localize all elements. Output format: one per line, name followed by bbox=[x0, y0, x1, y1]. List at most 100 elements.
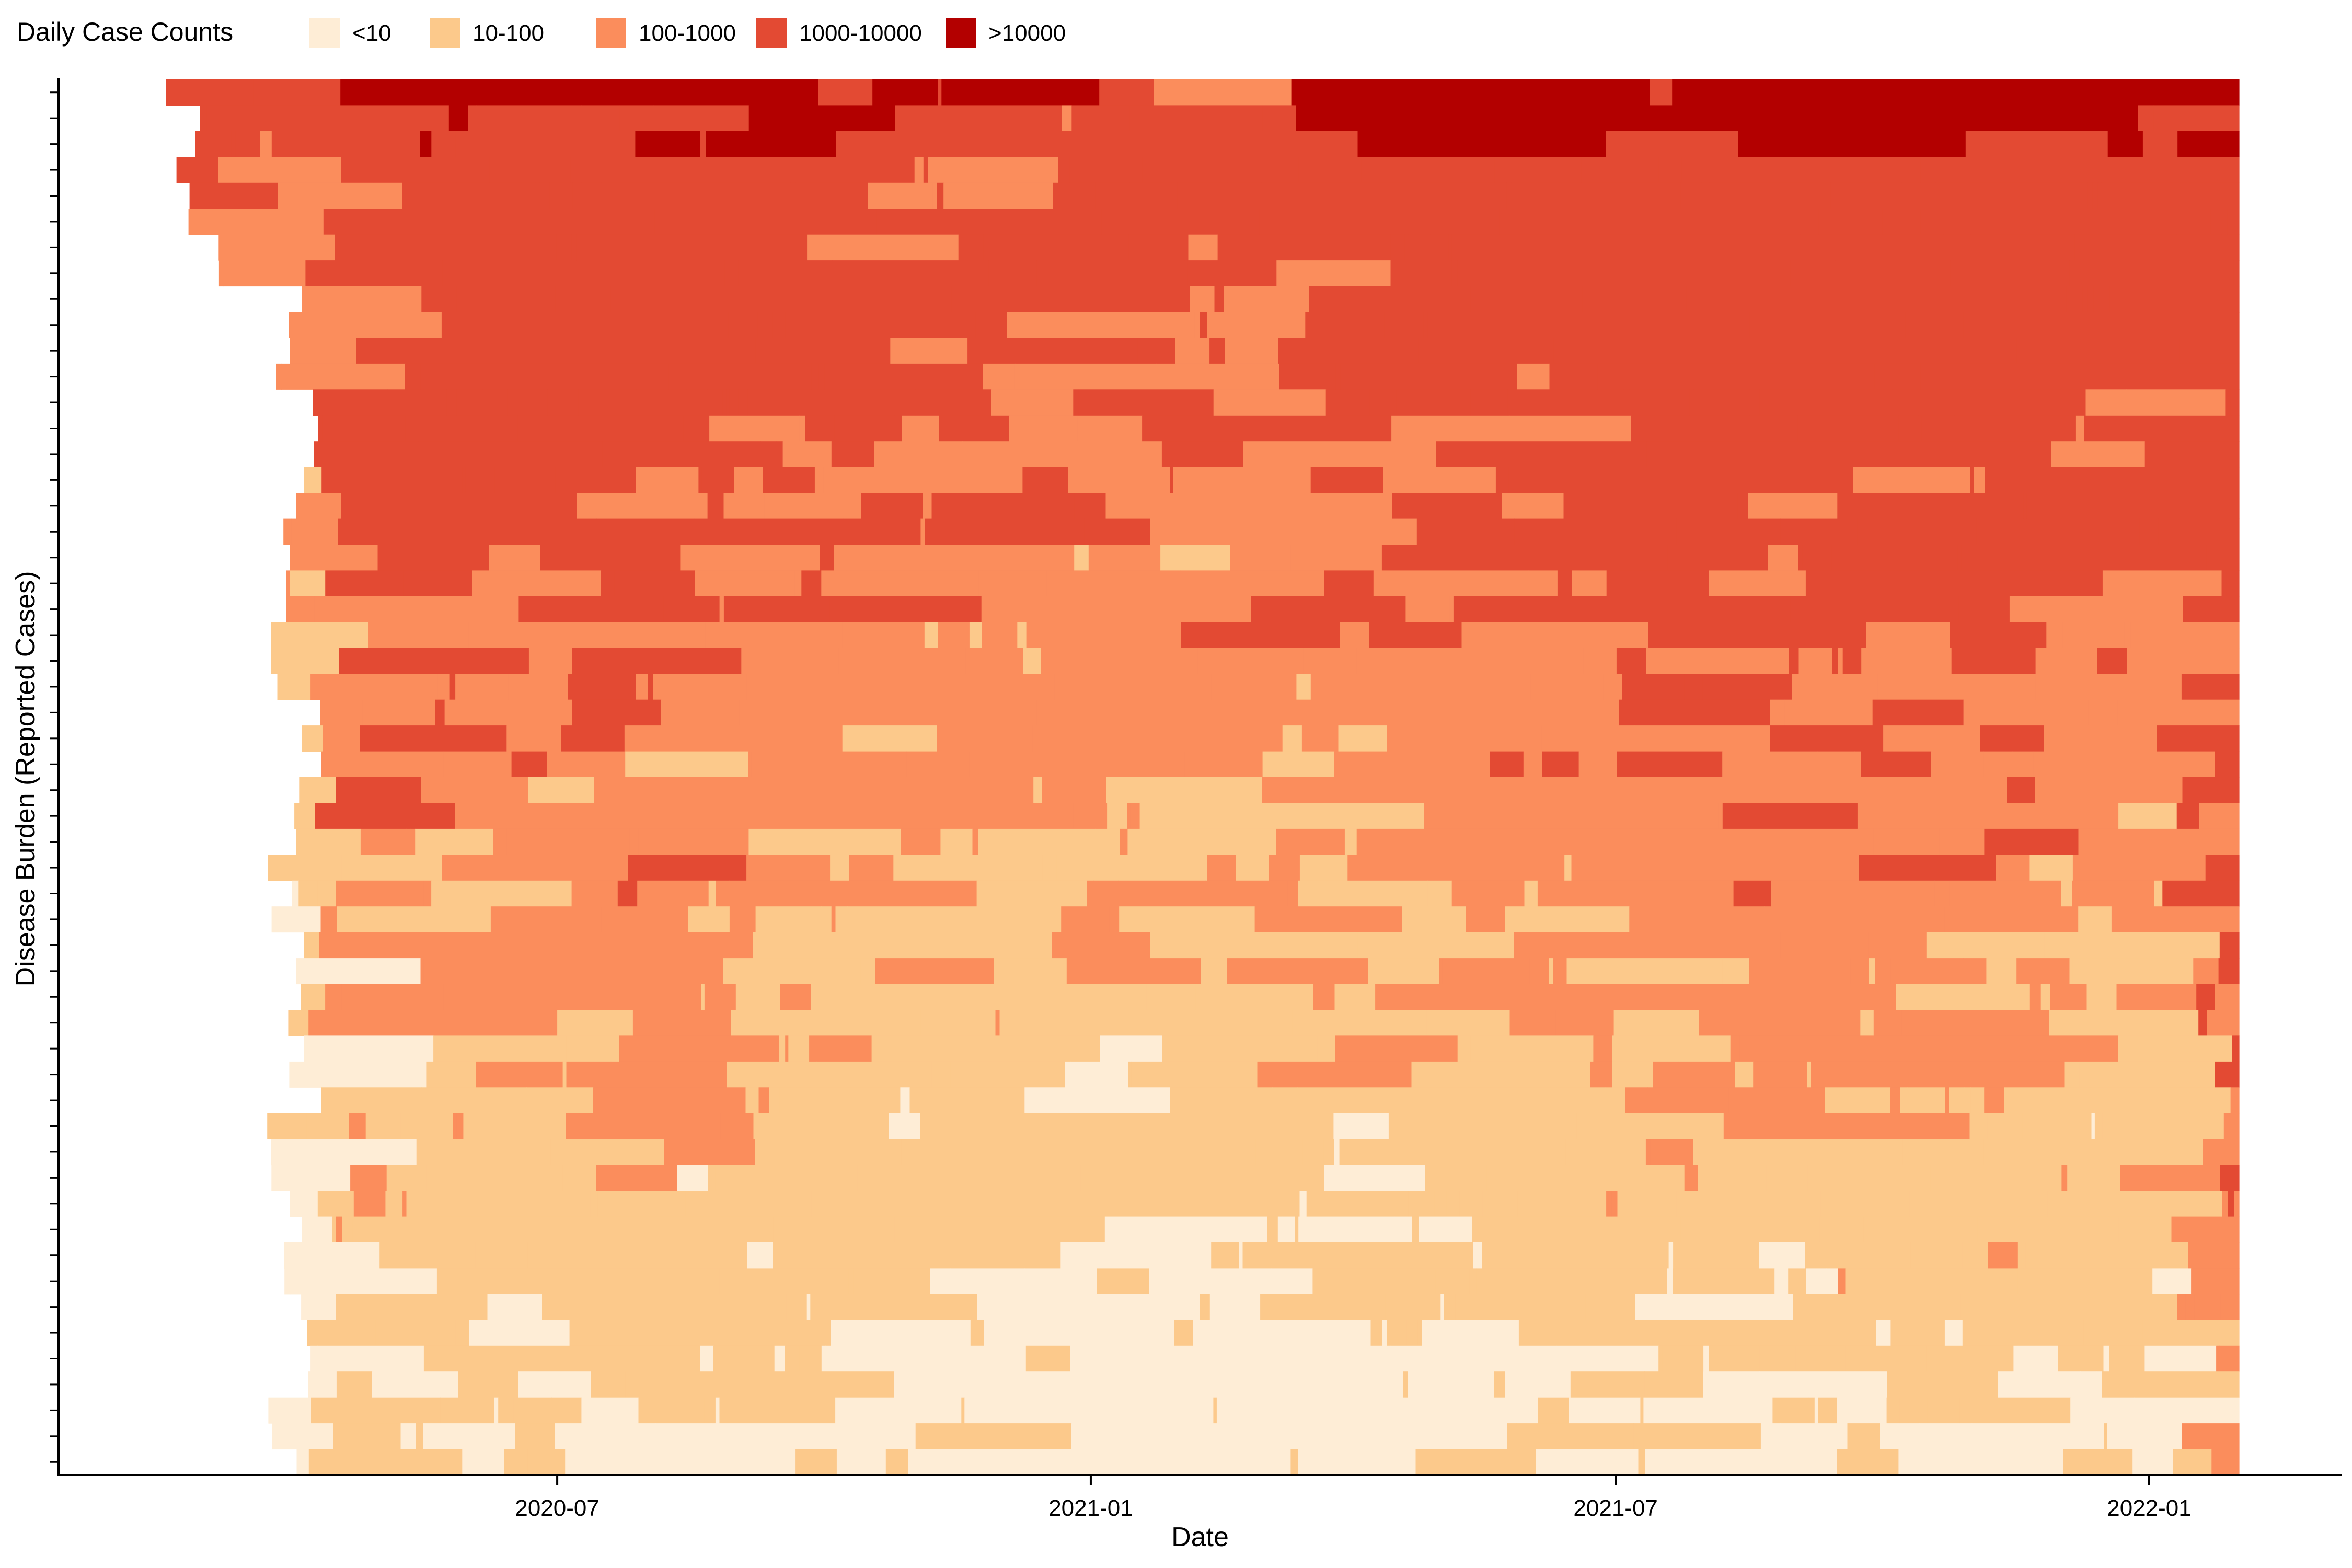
heatmap-cell bbox=[349, 1113, 366, 1139]
heatmap-cell bbox=[688, 906, 696, 933]
heatmap-cell bbox=[1899, 1139, 1903, 1166]
heatmap-cell bbox=[1303, 648, 1324, 674]
heatmap-cell bbox=[1845, 1345, 1921, 1372]
heatmap-cell bbox=[729, 493, 765, 520]
heatmap-cell bbox=[1325, 1035, 1336, 1062]
heatmap-cell bbox=[1178, 441, 1244, 468]
heatmap-cell bbox=[1962, 596, 2010, 622]
heatmap-cell bbox=[625, 1371, 742, 1398]
heatmap-cell bbox=[1966, 545, 2027, 571]
heatmap-cell bbox=[260, 131, 272, 157]
heatmap-cell bbox=[2019, 570, 2023, 597]
heatmap-cell bbox=[2203, 1010, 2207, 1036]
heatmap-cell bbox=[965, 648, 1024, 674]
heatmap-cell bbox=[1644, 1371, 1704, 1398]
heatmap-cell bbox=[518, 596, 606, 622]
heatmap-cell bbox=[1442, 958, 1530, 985]
heatmap-cell bbox=[449, 674, 456, 700]
heatmap-cell bbox=[708, 880, 716, 907]
heatmap-cell bbox=[1041, 648, 1198, 674]
heatmap-cell bbox=[286, 570, 291, 597]
heatmap-cell bbox=[555, 467, 637, 493]
heatmap-cell bbox=[1516, 1423, 1634, 1450]
heatmap-cell bbox=[1390, 1345, 1472, 1372]
heatmap-cell bbox=[1440, 1294, 1445, 1320]
heatmap-cell bbox=[2048, 1139, 2052, 1166]
heatmap-cell bbox=[1422, 1320, 1497, 1346]
heatmap-cell bbox=[456, 182, 536, 209]
heatmap-cell bbox=[1007, 984, 1147, 1010]
heatmap-cell bbox=[565, 855, 629, 881]
heatmap-cell bbox=[489, 545, 541, 571]
heatmap-cell bbox=[1442, 648, 1455, 674]
heatmap-cell bbox=[1991, 105, 2005, 132]
heatmap-cell bbox=[570, 157, 602, 183]
heatmap-cell bbox=[1775, 493, 1838, 520]
heatmap-cell bbox=[927, 1345, 1027, 1372]
heatmap-cell bbox=[1597, 1010, 1615, 1036]
heatmap-cell bbox=[1356, 182, 1507, 209]
heatmap-cell bbox=[585, 260, 601, 287]
heatmap-cell bbox=[1160, 545, 1231, 571]
heatmap-cell bbox=[1128, 1061, 1132, 1088]
heatmap-cell bbox=[1722, 803, 1858, 829]
heatmap-cell bbox=[794, 570, 802, 597]
heatmap-cell bbox=[310, 1345, 318, 1372]
heatmap-cell bbox=[290, 1191, 318, 1217]
heatmap-cell bbox=[492, 105, 512, 132]
legend-swatch bbox=[596, 18, 626, 48]
heatmap-cell bbox=[1277, 1216, 1283, 1243]
heatmap-cell bbox=[2176, 1449, 2212, 1475]
heatmap-cell bbox=[296, 958, 421, 985]
heatmap-cell bbox=[2177, 1294, 2186, 1320]
heatmap-cell bbox=[2087, 286, 2094, 313]
heatmap-cell bbox=[728, 312, 758, 338]
heatmap-cell bbox=[1306, 1191, 1326, 1217]
heatmap-cell bbox=[1212, 1165, 1325, 1191]
heatmap-cell bbox=[848, 1268, 854, 1295]
heatmap-cell bbox=[1017, 622, 1027, 649]
heatmap-cell bbox=[860, 958, 867, 985]
heatmap-cell bbox=[2146, 131, 2178, 157]
heatmap-cell bbox=[1225, 338, 1279, 364]
heatmap-cell bbox=[1731, 312, 1738, 338]
heatmap-cell bbox=[341, 855, 346, 881]
heatmap-cell bbox=[2162, 880, 2240, 907]
heatmap-cell bbox=[2149, 493, 2240, 520]
heatmap-cell bbox=[562, 1165, 596, 1191]
heatmap-cell bbox=[572, 182, 582, 209]
heatmap-cell bbox=[1112, 622, 1144, 649]
heatmap-cell bbox=[828, 131, 837, 157]
heatmap-cell bbox=[1195, 984, 1237, 1010]
heatmap-cell bbox=[1293, 674, 1297, 700]
heatmap-cell bbox=[637, 880, 709, 907]
heatmap-cell bbox=[2170, 182, 2240, 209]
heatmap-cell bbox=[601, 570, 615, 597]
heatmap-cell bbox=[1262, 803, 1310, 829]
heatmap-cell bbox=[1569, 260, 1576, 287]
heatmap-cell bbox=[1305, 1345, 1391, 1372]
heatmap-cell bbox=[724, 1320, 820, 1346]
heatmap-cell bbox=[1235, 725, 1279, 752]
heatmap-cell bbox=[301, 105, 449, 132]
heatmap-cell bbox=[577, 493, 627, 520]
heatmap-cell bbox=[1462, 493, 1497, 520]
heatmap-cell bbox=[2120, 79, 2240, 106]
heatmap-cell bbox=[504, 1449, 528, 1475]
legend-swatch bbox=[309, 18, 340, 48]
heatmap-cell bbox=[2066, 545, 2207, 571]
heatmap-cell bbox=[1205, 880, 1288, 907]
heatmap-cell bbox=[1893, 1449, 1899, 1475]
heatmap-cell bbox=[685, 1191, 812, 1217]
heatmap-cell bbox=[531, 828, 540, 855]
heatmap-cell bbox=[823, 855, 831, 881]
heatmap-cell bbox=[614, 570, 696, 597]
heatmap-cell bbox=[1299, 596, 1406, 622]
heatmap-cell bbox=[1432, 596, 1450, 622]
heatmap-cell bbox=[1981, 493, 2024, 520]
heatmap-cell bbox=[806, 1294, 811, 1320]
heatmap-cell bbox=[1451, 880, 1525, 907]
heatmap-cell bbox=[617, 880, 638, 907]
heatmap-cell bbox=[1502, 493, 1564, 520]
heatmap-cell bbox=[1869, 958, 1876, 985]
